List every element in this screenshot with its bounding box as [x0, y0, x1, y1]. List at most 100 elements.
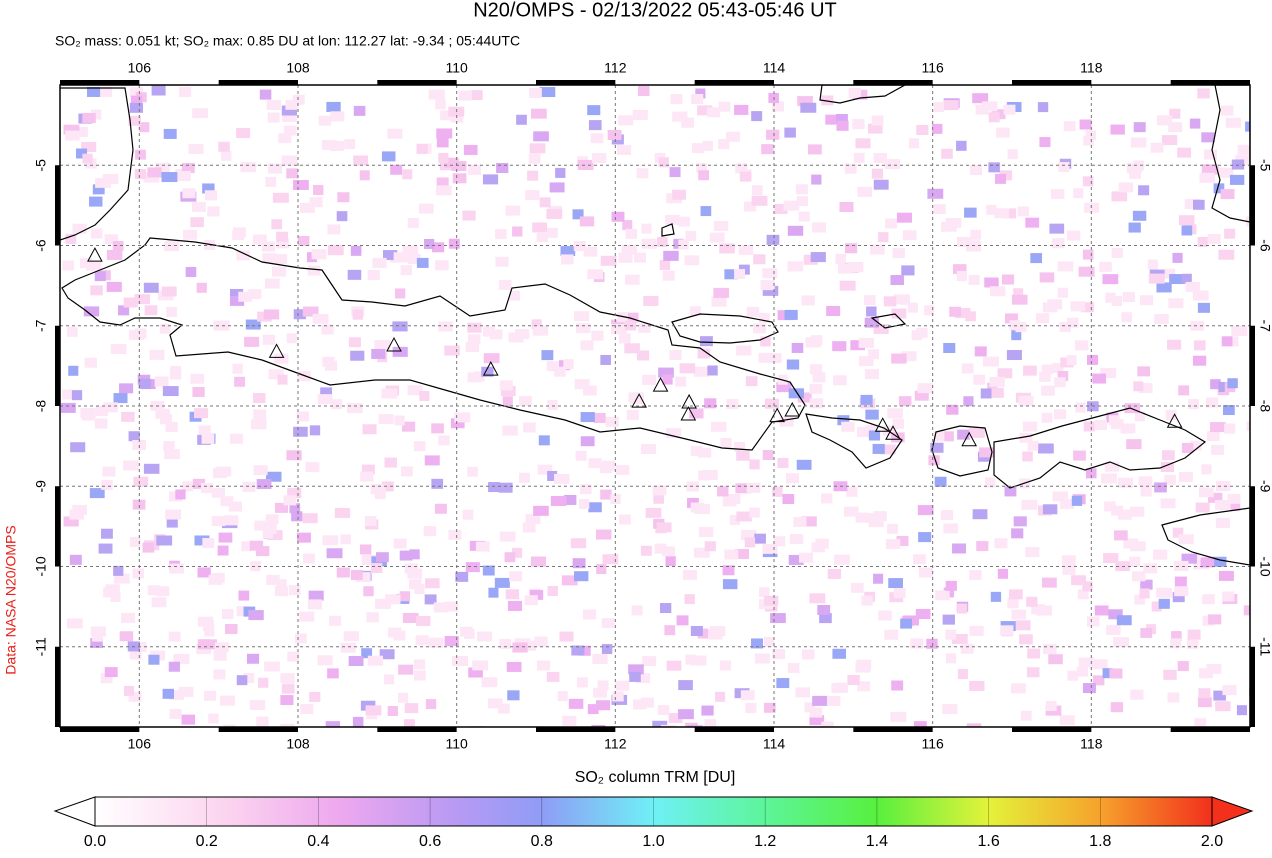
pixel [1199, 668, 1213, 679]
pixel [1218, 381, 1231, 392]
pixel [839, 201, 854, 212]
pixel [286, 333, 298, 344]
pixel [930, 442, 944, 453]
pixel [555, 167, 566, 178]
pixel [1117, 509, 1132, 520]
colorbar-tick-label: 1.4 [866, 833, 888, 850]
pixel [155, 408, 171, 419]
pixel [1011, 330, 1022, 341]
pixel [280, 673, 295, 684]
pixel [66, 326, 78, 337]
pixel [844, 163, 857, 174]
pixel [1171, 631, 1182, 642]
credit: Data: NASA N20/OMPS [3, 525, 19, 674]
pixel [1067, 670, 1079, 681]
pixel [839, 280, 856, 291]
pixel [1218, 167, 1234, 178]
colorbar-tick-label: 0.6 [419, 833, 441, 850]
pixel [760, 336, 771, 347]
pixel [192, 108, 209, 119]
pixel [201, 433, 215, 444]
pixel [236, 606, 251, 617]
pixel [311, 249, 327, 260]
pixel [865, 409, 879, 420]
pixel [365, 705, 382, 716]
pixel [729, 514, 740, 525]
pixel [1201, 464, 1212, 475]
pixel [858, 356, 874, 367]
pixel [82, 112, 96, 123]
pixel [1137, 366, 1151, 377]
pixel [547, 470, 558, 481]
pixel [161, 172, 178, 183]
pixel [263, 309, 280, 320]
pixel [907, 302, 918, 313]
pixel [625, 228, 638, 239]
pixel [1111, 295, 1123, 306]
pixel [1051, 238, 1065, 249]
pixel [1198, 688, 1211, 699]
pixel [754, 653, 771, 664]
colorbar [94, 796, 1213, 827]
pixel [809, 364, 823, 375]
coast-sumatra [60, 87, 134, 241]
pixel [164, 449, 180, 460]
pixel [143, 463, 160, 474]
pixel [735, 163, 748, 174]
pixel [692, 143, 705, 154]
pixel [946, 404, 959, 415]
pixel [617, 312, 629, 323]
pixel [539, 87, 556, 98]
pixel [973, 374, 985, 385]
pixel [1215, 701, 1231, 712]
pixel [873, 152, 887, 163]
pixel [463, 144, 478, 155]
pixel [1128, 222, 1141, 233]
pixel [400, 265, 412, 276]
pixel [159, 323, 171, 334]
pixel [575, 323, 591, 334]
pixel [1197, 697, 1212, 708]
colorbar-label: SO₂ column TRM [DU] [575, 769, 736, 786]
volcano [652, 377, 669, 392]
pixel [724, 269, 738, 280]
pixel [636, 350, 650, 361]
pixel [932, 123, 943, 134]
pixel [658, 157, 669, 168]
pixel [690, 625, 703, 636]
pixel [994, 173, 1007, 184]
pixel [112, 240, 124, 251]
pixel [864, 425, 878, 436]
pixel [797, 392, 812, 403]
pixel [280, 723, 295, 727]
pixel [663, 250, 679, 261]
pixel [774, 203, 788, 214]
pixel [424, 594, 437, 605]
pixel [1167, 692, 1180, 703]
pixel [549, 182, 565, 193]
pixel [1161, 450, 1175, 461]
pixel [297, 371, 311, 382]
pixel [1201, 132, 1215, 143]
pixel [607, 129, 622, 140]
pixel [1102, 274, 1119, 285]
pixel [213, 320, 230, 331]
pixel [1078, 657, 1095, 668]
pixel [197, 567, 211, 578]
pixel [258, 677, 269, 688]
pixel [988, 162, 1000, 173]
pixel [1185, 281, 1200, 292]
pixel [173, 653, 190, 664]
pixel [280, 695, 294, 706]
pixel [1215, 517, 1230, 528]
pixel [462, 210, 476, 221]
pixel [264, 661, 280, 672]
pixel [1190, 320, 1205, 331]
pixel [1039, 137, 1051, 148]
frame-bar [60, 727, 140, 732]
pixel [752, 323, 766, 334]
pixel [62, 260, 74, 271]
pixel [561, 575, 578, 586]
pixel [528, 153, 541, 164]
pixel [202, 639, 217, 650]
